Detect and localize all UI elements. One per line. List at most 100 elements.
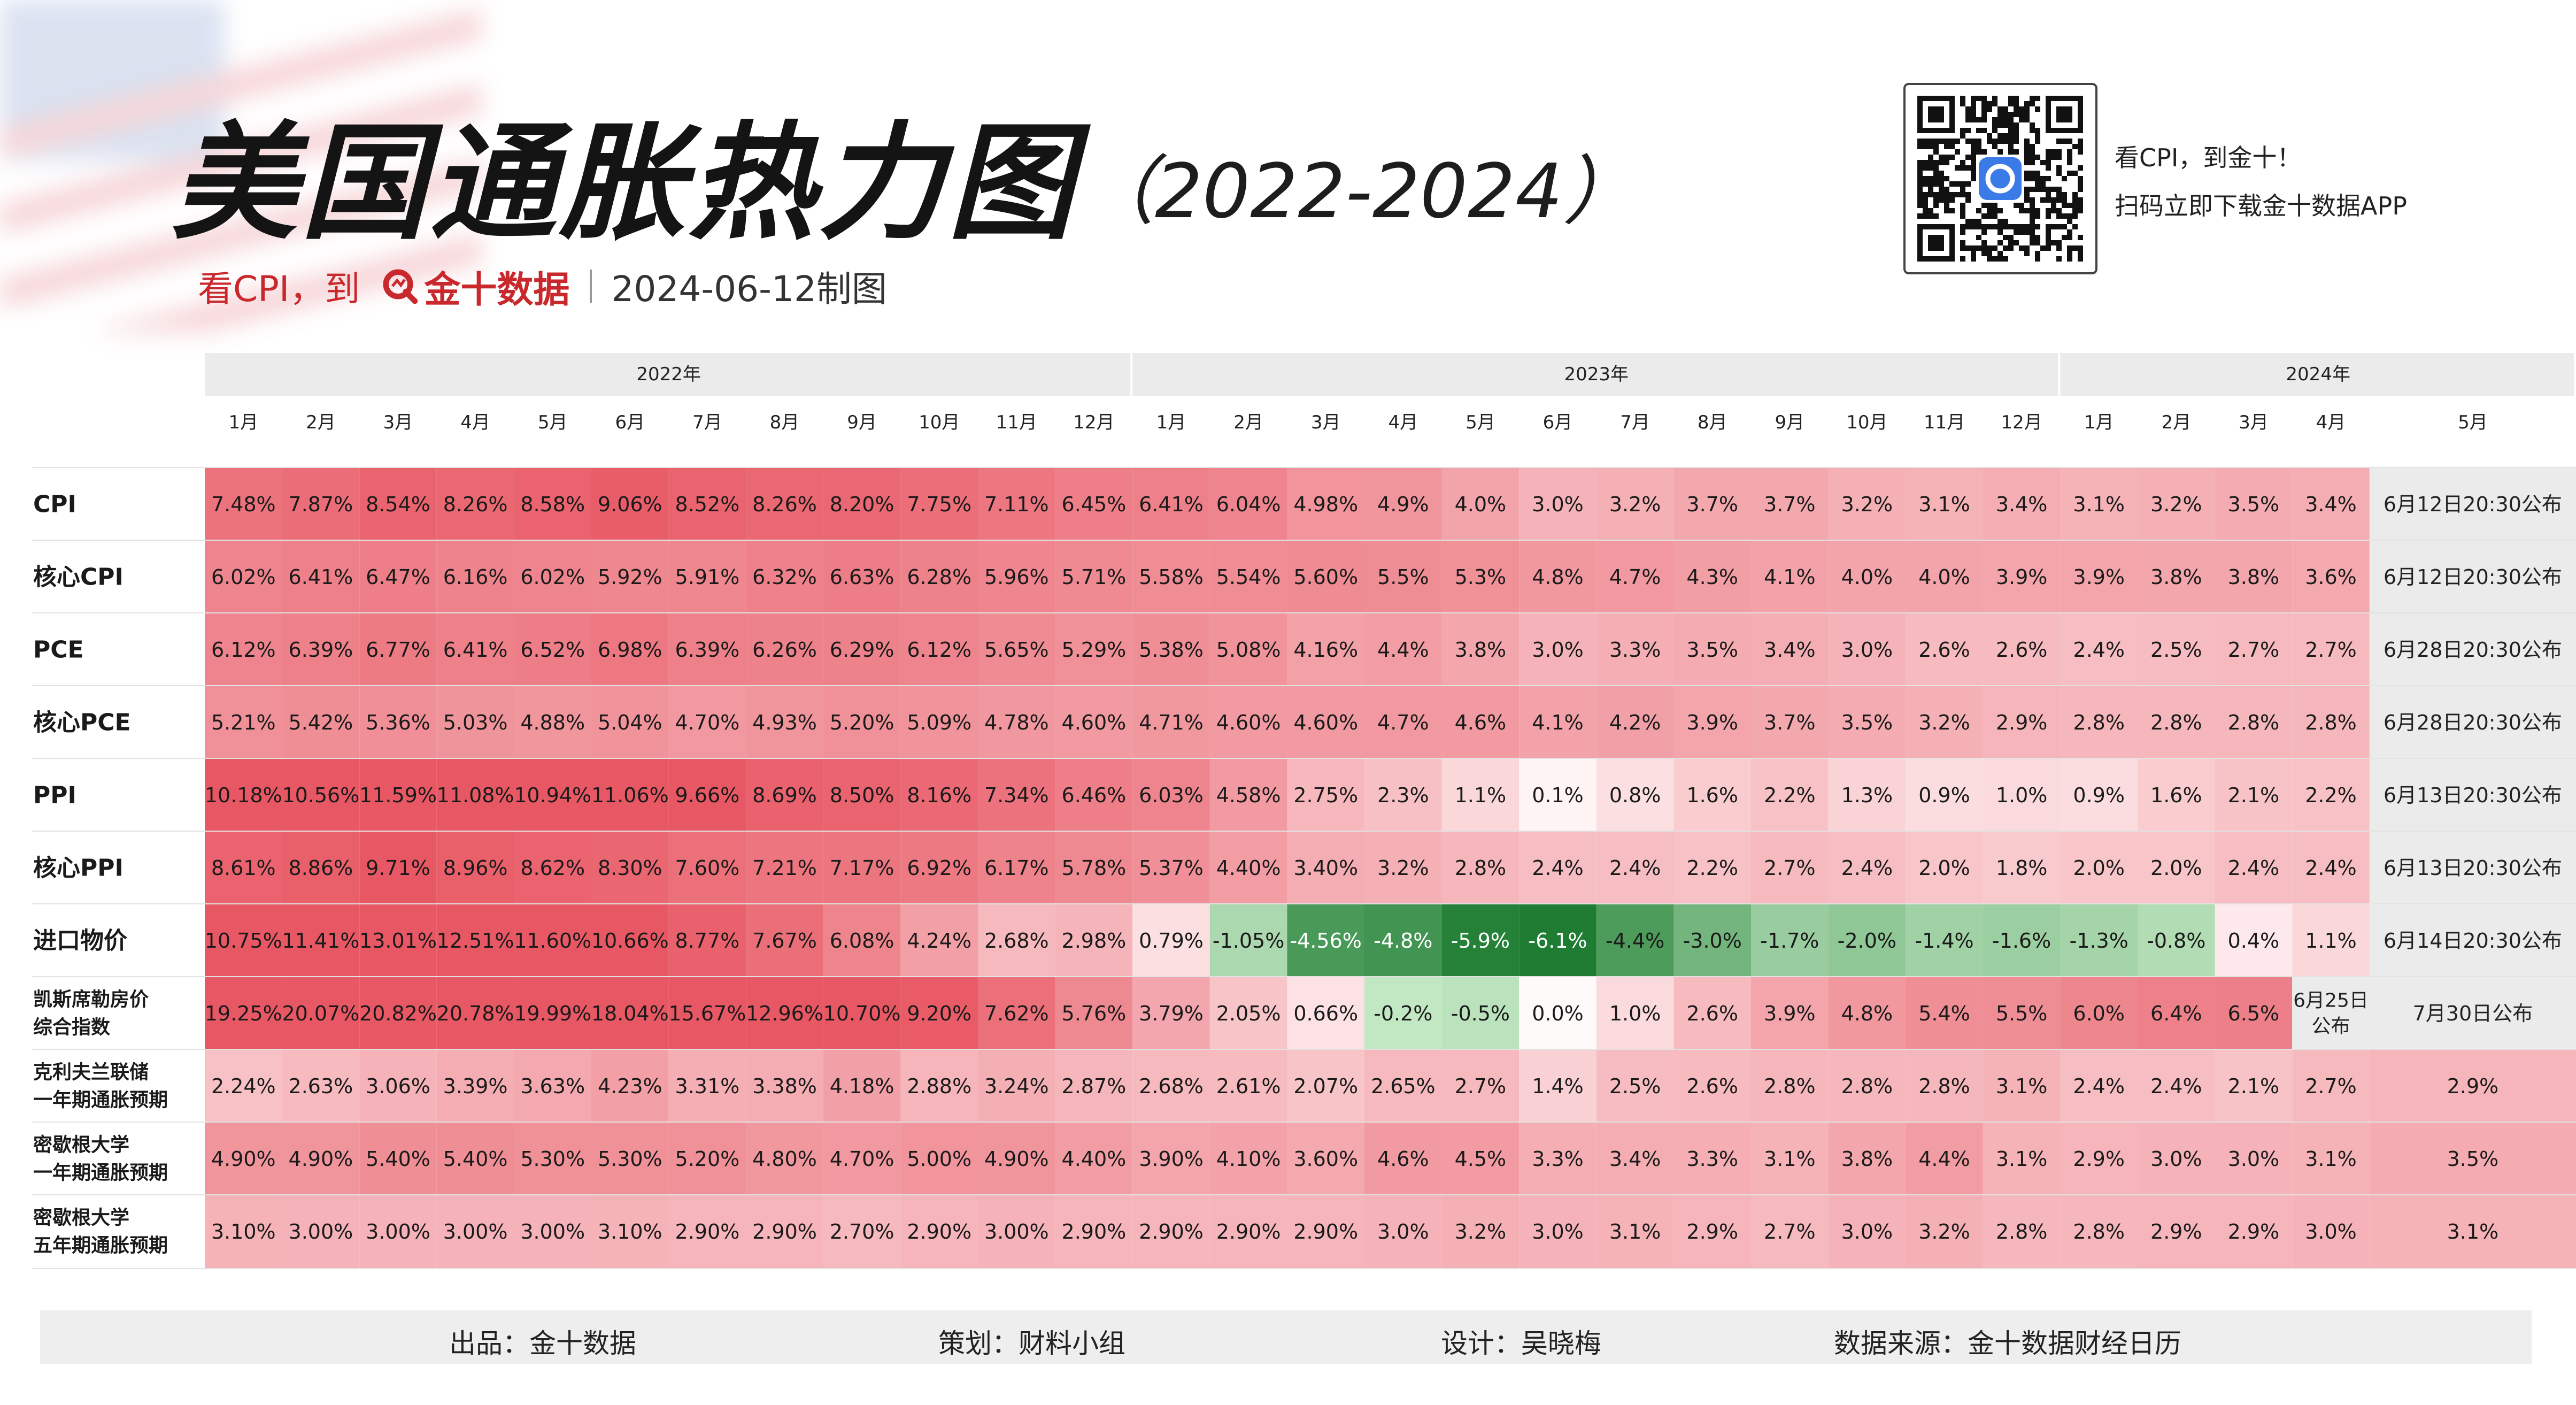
heatmap-cell [668,686,746,759]
heatmap-cell [205,1195,282,1268]
heatmap-cell [668,1123,746,1195]
heatmap-cell [746,1195,823,1268]
heatmap-cell [1209,686,1287,759]
cell-value: 2.98% [1062,929,1127,953]
heatmap-cell [1055,759,1133,832]
cell-value: 0.9% [1918,784,1970,807]
heatmap-cell [900,613,978,686]
heatmap-cell [823,686,901,759]
heatmap-cell [1132,759,1210,832]
heatmap-cell [1441,977,1520,1050]
cell-value: 2.8% [2305,711,2357,734]
heatmap-cell [1828,686,1906,759]
heatmap-cell [282,613,360,686]
heatmap-cell [1287,541,1364,613]
heatmap-cell [978,686,1055,759]
heatmap-cell [2215,1050,2293,1123]
cell-value: 3.5% [2447,1147,2499,1171]
heatmap-cell [514,468,591,541]
month-label: 1月 [2084,412,2114,433]
heatmap-cell [2292,904,2370,977]
cell-value: 1.8% [1996,856,2048,880]
heatmap-cell [1596,613,1674,686]
pending-cell [2369,832,2576,904]
pending-label: 6月28日20:30公布 [2384,638,2562,662]
cell-value: 2.68% [1139,1074,1204,1098]
heatmap-cell [1519,832,1596,904]
heatmap-cell [1287,613,1364,686]
cell-value: 4.3% [1686,565,1738,589]
cell-value: 3.60% [1293,1147,1358,1171]
qr-code-icon [1917,96,2083,262]
cell-value: 4.60% [1062,711,1127,734]
heatmap-cell [2060,468,2138,541]
cell-value: 2.07% [1293,1074,1358,1098]
heatmap-cell [1441,1050,1520,1123]
cell-value: 7.75% [907,493,971,516]
heatmap-cell [436,468,514,541]
cell-value: 6.41% [443,638,508,662]
heatmap-cell [282,759,360,832]
cell-value: 0.8% [1609,784,1661,807]
heatmap-cell [205,613,282,686]
cell-value: 8.86% [289,856,353,880]
cell-value: 0.9% [2073,784,2125,807]
month-label: 5月 [1466,412,1495,433]
heatmap-cell [978,1195,1055,1268]
cell-value: 0.0% [1532,1002,1584,1025]
month-label: 11月 [1924,412,1965,433]
cell-value: 3.0% [1532,638,1584,662]
pending-cell [2369,613,2576,686]
heatmap-cell [436,832,514,904]
cell-value: 2.88% [907,1074,971,1098]
cell-value: 3.06% [366,1074,430,1098]
heatmap-cell [1906,686,1983,759]
heatmap-cell [668,613,746,686]
year-bar [1132,353,2058,396]
cell-value: 3.8% [2150,565,2202,589]
cell-value: 10.66% [591,929,669,953]
month-label: 1月 [1156,412,1186,433]
cell-value: 5.58% [1139,565,1204,589]
heatmap-cell [1983,541,2061,613]
cell-value: -0.5% [1451,1002,1510,1025]
heatmap-cell [359,977,437,1050]
cell-value: 5.20% [675,1147,740,1171]
cell-value: -4.4% [1606,929,1664,953]
heatmap-cell [359,1050,437,1123]
cell-value: 5.04% [598,711,662,734]
heatmap-cell [1287,904,1364,977]
heatmap-cell [1364,1123,1442,1195]
heatmap-cell [668,1050,746,1123]
cell-value: 2.90% [907,1220,971,1243]
cell-value: 2.7% [2305,638,2357,662]
pending-cell [2369,686,2576,759]
row-label: 核心PCE [33,709,131,736]
cell-value: 3.2% [1455,1220,1507,1243]
cell-value: 7.62% [984,1002,1049,1025]
cell-value: 2.8% [1764,1074,1816,1098]
heatmap-cell [282,1195,360,1268]
cell-value: 3.9% [1686,711,1738,734]
cell-value: 3.0% [1532,1220,1584,1243]
heatmap-cell [823,759,901,832]
heatmap-cell [1673,759,1751,832]
cell-value: 5.37% [1139,856,1204,880]
heatmap-cell [1519,613,1596,686]
cell-value: 3.5% [1841,711,1893,734]
cell-value: 9.06% [598,493,662,516]
year-bar [205,353,1131,396]
cell-value: 3.4% [2305,493,2357,516]
cell-value: 4.0% [1455,493,1507,516]
cell-value: 0.1% [1532,784,1584,807]
cell-value: 3.0% [2228,1147,2280,1171]
cell-value: 2.6% [1996,638,2048,662]
cell-value: 11.06% [591,784,669,807]
qr-code[interactable] [1903,83,2097,274]
cell-value: 5.29% [1062,638,1127,662]
cell-value: 5.96% [984,565,1049,589]
cell-value: 11.59% [359,784,437,807]
cell-value: 5.40% [366,1147,430,1171]
cell-value: 2.8% [2150,711,2202,734]
cell-value: 3.1% [2447,1220,2499,1243]
